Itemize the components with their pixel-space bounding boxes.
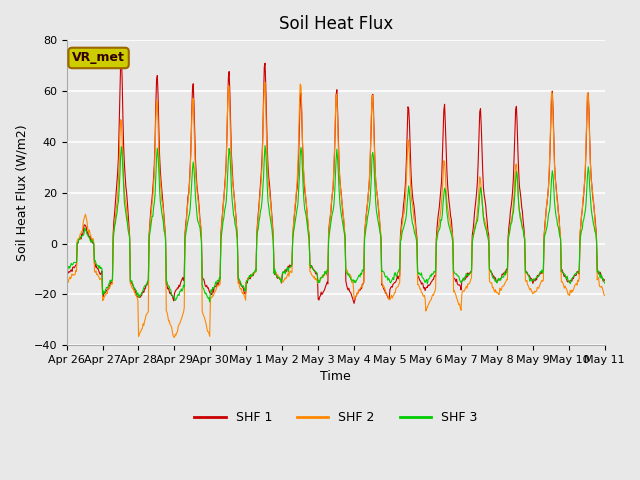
SHF 1 bbox=[129, 281, 136, 287]
SHF 2 bbox=[601, 293, 609, 299]
SHF 3 bbox=[73, 259, 81, 265]
SHF 1 bbox=[118, 53, 125, 59]
SHF 3 bbox=[63, 269, 70, 275]
SHF 1 bbox=[73, 263, 81, 268]
SHF 2 bbox=[63, 281, 70, 287]
SHF 2 bbox=[171, 335, 179, 340]
SHF 2 bbox=[403, 173, 410, 179]
SHF 3 bbox=[419, 274, 426, 280]
SHF 1 bbox=[212, 283, 220, 289]
Text: VR_met: VR_met bbox=[72, 51, 125, 64]
SHF 2 bbox=[184, 206, 191, 212]
SHF 3 bbox=[403, 212, 410, 217]
SHF 3 bbox=[601, 280, 609, 286]
Title: Soil Heat Flux: Soil Heat Flux bbox=[278, 15, 393, 33]
Y-axis label: Soil Heat Flux (W/m2): Soil Heat Flux (W/m2) bbox=[15, 124, 28, 261]
Legend: SHF 1, SHF 2, SHF 3: SHF 1, SHF 2, SHF 3 bbox=[189, 407, 482, 430]
SHF 1 bbox=[350, 300, 358, 306]
SHF 1 bbox=[419, 280, 426, 286]
SHF 2 bbox=[419, 290, 426, 296]
Line: SHF 3: SHF 3 bbox=[67, 145, 605, 302]
SHF 2 bbox=[128, 285, 136, 290]
SHF 2 bbox=[212, 288, 220, 294]
SHF 1 bbox=[184, 204, 191, 210]
Line: SHF 1: SHF 1 bbox=[67, 56, 605, 303]
SHF 3 bbox=[128, 278, 136, 284]
SHF 2 bbox=[73, 268, 81, 274]
SHF 3 bbox=[212, 279, 220, 285]
SHF 3 bbox=[261, 143, 269, 148]
SHF 2 bbox=[261, 80, 269, 85]
X-axis label: Time: Time bbox=[321, 371, 351, 384]
SHF 1 bbox=[403, 157, 410, 163]
Line: SHF 2: SHF 2 bbox=[67, 83, 605, 337]
SHF 1 bbox=[63, 269, 70, 275]
SHF 1 bbox=[601, 277, 609, 283]
SHF 3 bbox=[182, 227, 190, 232]
SHF 3 bbox=[206, 299, 214, 305]
